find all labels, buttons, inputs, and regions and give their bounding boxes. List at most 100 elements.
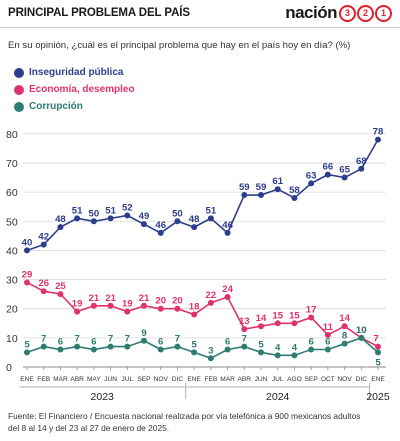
data-point: [291, 320, 298, 327]
data-point: [157, 346, 164, 353]
x-tick-label: NOV: [154, 376, 169, 383]
data-label: 6: [158, 337, 163, 348]
brand-digit-2: 2: [357, 4, 374, 22]
data-point: [224, 346, 231, 353]
data-point: [157, 229, 164, 236]
data-point: [40, 343, 47, 350]
data-label: 21: [139, 293, 150, 304]
data-label: 52: [122, 202, 133, 213]
data-label: 6: [325, 337, 330, 348]
data-label: 5: [258, 339, 264, 350]
data-label: 22: [206, 290, 217, 301]
data-label: 6: [308, 337, 313, 348]
data-point: [308, 346, 315, 353]
series-line: [26, 336, 379, 360]
data-label: 51: [72, 205, 83, 216]
data-point: [24, 349, 30, 356]
data-point: [258, 349, 264, 356]
x-tick-label: JUN: [104, 376, 117, 383]
legend-dot-icon: [14, 67, 24, 78]
data-label: 8: [342, 331, 348, 342]
data-point: [124, 343, 131, 350]
y-tick-label: 70: [6, 158, 18, 170]
x-tick-label: ENE: [187, 376, 201, 383]
x-tick-label: AGO: [287, 376, 302, 383]
data-point: [124, 308, 131, 315]
data-point: [291, 194, 298, 201]
data-point: [157, 305, 164, 312]
y-tick-label: 50: [6, 216, 18, 228]
x-tick-label: SEP: [137, 376, 151, 383]
legend-item-inseguridad: Inseguridad pública: [14, 64, 135, 81]
data-point: [274, 186, 281, 193]
data-point: [291, 352, 298, 359]
data-label: 48: [189, 214, 200, 225]
data-point: [107, 215, 114, 222]
series-line: [26, 139, 379, 252]
data-label: 51: [105, 205, 116, 216]
data-point: [324, 331, 331, 338]
data-point: [224, 229, 231, 236]
legend-item-corrupcion: Corrupción: [14, 98, 135, 115]
data-label: 25: [55, 281, 66, 292]
data-label: 7: [125, 334, 130, 345]
data-point: [258, 192, 264, 199]
legend-label: Corrupción: [29, 101, 83, 112]
data-label: 51: [206, 205, 217, 216]
data-label: 5: [191, 339, 197, 350]
data-point: [40, 288, 47, 295]
x-tick-label: JUL: [121, 376, 133, 383]
data-label: 49: [139, 211, 150, 222]
chart-legend: Inseguridad pública Economía, desempleo …: [14, 64, 135, 115]
header-divider: [0, 27, 400, 28]
data-label: 58: [289, 185, 300, 196]
data-point: [274, 352, 281, 359]
data-label: 66: [323, 162, 334, 173]
data-point: [124, 212, 131, 219]
x-tick-label: JUN: [255, 376, 268, 383]
data-label: 10: [356, 325, 367, 336]
year-label: 2024: [266, 391, 290, 403]
data-point: [308, 314, 315, 321]
data-point: [375, 349, 381, 356]
data-point: [274, 320, 281, 327]
data-label: 4: [275, 342, 281, 353]
data-point: [191, 311, 198, 318]
data-point: [341, 323, 348, 330]
data-label: 50: [172, 208, 183, 219]
data-label: 40: [22, 237, 33, 248]
data-point: [324, 171, 331, 178]
data-label: 7: [74, 334, 79, 345]
data-label: 65: [339, 165, 350, 176]
data-label: 78: [373, 127, 384, 138]
source-note: Fuente: El Financiero / Encuesta naciona…: [8, 410, 396, 434]
data-point: [24, 247, 30, 254]
data-point: [375, 343, 381, 350]
data-point: [174, 305, 181, 312]
data-point: [74, 215, 81, 222]
data-label: 46: [155, 220, 166, 231]
y-tick-label: 40: [6, 245, 18, 257]
data-label: 13: [239, 316, 250, 327]
x-tick-label: DIC: [356, 376, 368, 383]
y-tick-label: 60: [6, 187, 18, 199]
data-label: 5: [24, 339, 30, 350]
data-label: 19: [122, 299, 133, 310]
x-tick-label: MAY: [87, 376, 101, 383]
data-point: [57, 291, 64, 298]
data-point: [174, 343, 181, 350]
data-label: 7: [41, 334, 46, 345]
x-tick-label: OCT: [321, 376, 335, 383]
data-label: 21: [105, 293, 116, 304]
data-point: [191, 224, 198, 231]
data-point: [191, 349, 198, 356]
data-label: 15: [289, 310, 300, 321]
data-point: [57, 346, 64, 353]
x-tick-label: SEP: [305, 376, 319, 383]
x-tick-label: ENE: [371, 376, 385, 383]
data-point: [40, 241, 47, 248]
data-label: 59: [256, 182, 267, 193]
data-point: [107, 343, 114, 350]
data-point: [90, 218, 97, 225]
